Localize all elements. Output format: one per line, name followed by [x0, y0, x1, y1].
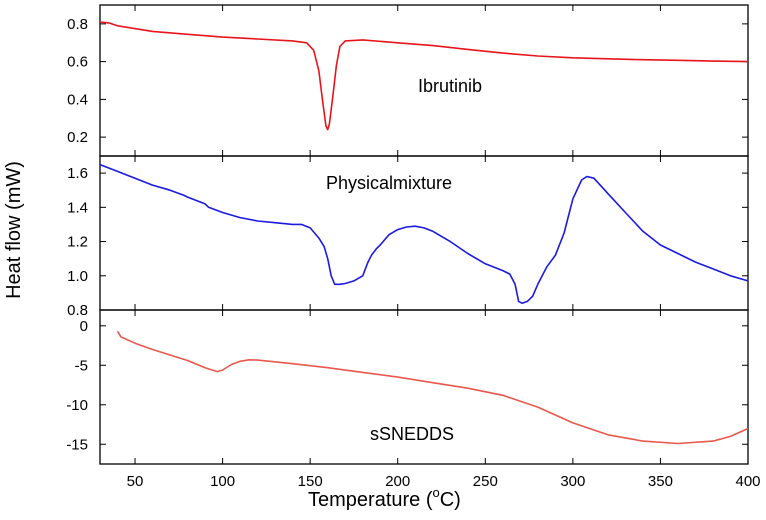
panels-layer: 0.2 0.4 0.6 0.8 0.8 1.0 1.2 1.4 1.6 0 -5 -10 -15 50 10…: [66, 4, 761, 490]
series-line-ssnedds: [116, 330, 749, 445]
plot-frame: [99, 309, 749, 465]
x-axis-title: Temperature (oC): [308, 485, 461, 511]
y-tick-label: 1.6: [67, 165, 88, 182]
panel-ssnedds: 0 -5 -10 -15: [66, 309, 749, 465]
x-tick-label: 150: [298, 473, 323, 490]
y-tick-label: 1.4: [67, 199, 88, 216]
y-tick-label: 1.2: [67, 234, 88, 251]
degree-sup: o: [433, 485, 440, 500]
y-tick-label: 0: [80, 318, 88, 335]
panel-label-physical-mixture: Physicalmixture: [326, 173, 452, 193]
y-tick-label: 0.6: [67, 54, 88, 71]
y-tick-label: 1.0: [67, 268, 88, 285]
y-axis-title: Heat flow (mW): [3, 161, 25, 299]
y-tick-label: 0.8: [67, 302, 88, 319]
y-tick-label: -5: [75, 357, 88, 374]
x-tick-label: 100: [210, 473, 235, 490]
x-tick-label: 200: [385, 473, 410, 490]
labels-layer: Ibrutinib Physicalmixture sSNEDDS Temper…: [3, 76, 482, 511]
x-axis: 50 100 150 200 250 300 350 400: [127, 473, 761, 490]
x-tick-label: 400: [735, 473, 760, 490]
x-tick-label: 300: [560, 473, 585, 490]
series-line-ibrutinib: [99, 21, 749, 131]
x-tick-label: 50: [127, 473, 144, 490]
series-line-physical-mixture: [99, 163, 749, 304]
y-tick-label: 0.2: [67, 129, 88, 146]
x-tick-label: 250: [473, 473, 498, 490]
y-tick-label: -10: [66, 397, 88, 414]
y-tick-label: 0.8: [67, 16, 88, 33]
x-tick-label: 350: [648, 473, 673, 490]
y-tick-label: -15: [66, 436, 88, 453]
panel-label-ssnedds: sSNEDDS: [370, 424, 454, 444]
panel-label-ibrutinib: Ibrutinib: [418, 76, 482, 96]
panel-ibrutinib: 0.2 0.4 0.6 0.8: [67, 4, 749, 157]
y-tick-label: 0.4: [67, 91, 88, 108]
